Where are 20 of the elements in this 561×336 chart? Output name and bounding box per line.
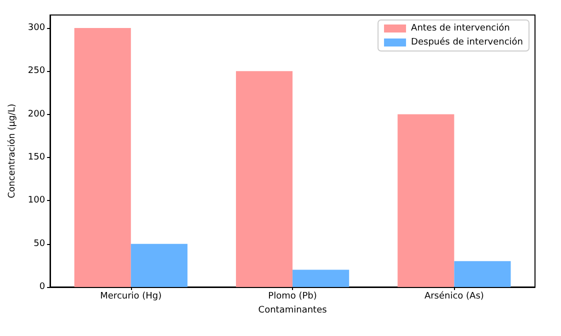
bar: [454, 261, 511, 287]
x-tick-label: Arsénico (As): [424, 290, 484, 302]
x-tick-label: Mercurio (Hg): [100, 292, 162, 302]
bar: [398, 114, 454, 287]
legend-label: Antes de intervención: [411, 22, 510, 34]
bar: [236, 71, 293, 287]
y-tick-label: 50: [34, 238, 46, 249]
y-tick-label: 150: [28, 152, 46, 162]
y-tick-label: 300: [28, 22, 46, 33]
y-axis-title: Concentración (µg/L): [6, 104, 18, 198]
x-tick-label: Plomo (Pb): [268, 292, 317, 302]
bar: [130, 244, 188, 287]
bar: [74, 28, 131, 287]
x-axis-title: Contaminantes: [258, 305, 328, 316]
bar: [292, 270, 350, 287]
legend-label: Después de intervención: [411, 36, 523, 48]
y-tick-label: 200: [28, 109, 46, 120]
y-tick-label: 0: [39, 282, 46, 292]
y-tick-label: 250: [28, 66, 46, 76]
y-tick-label: 100: [28, 196, 46, 206]
